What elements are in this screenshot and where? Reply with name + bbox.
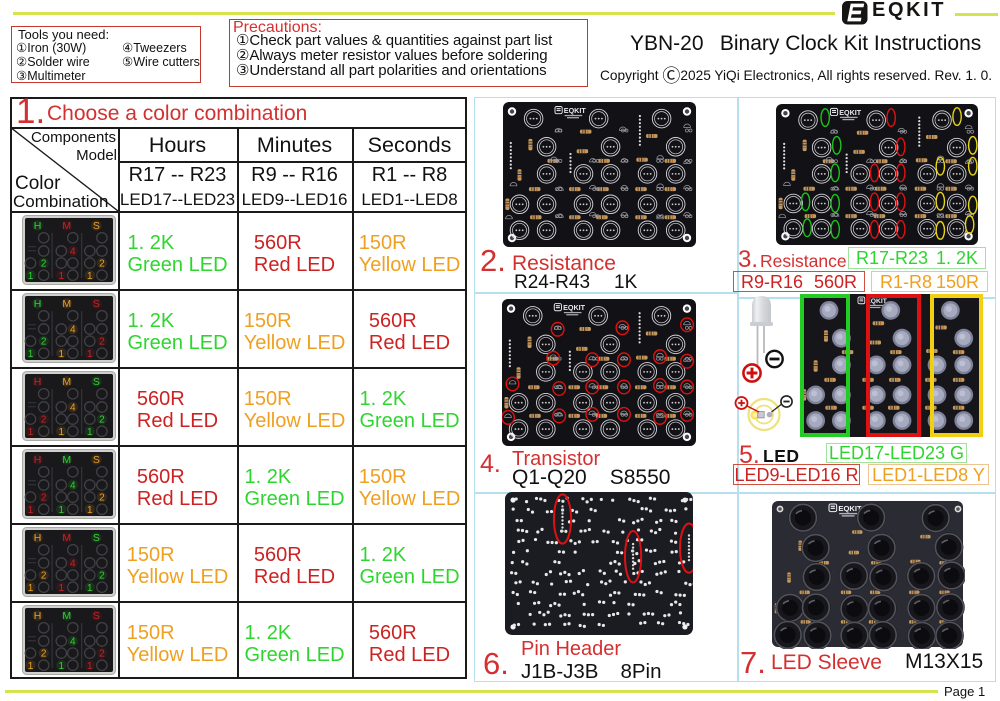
svg-text:M: M <box>62 610 71 622</box>
svg-text:4: 4 <box>70 403 76 414</box>
svg-text:1: 1 <box>28 271 34 282</box>
svg-text:M: M <box>62 454 71 466</box>
svg-text:2: 2 <box>99 649 105 660</box>
svg-text:1: 1 <box>59 661 65 672</box>
svg-text:H: H <box>34 610 42 622</box>
svg-text:EQKIT: EQKIT <box>838 504 862 513</box>
svg-text:S: S <box>93 220 100 232</box>
svg-text:1: 1 <box>59 349 65 360</box>
svg-text:4: 4 <box>70 481 76 492</box>
svg-text:4: 4 <box>70 637 76 648</box>
svg-text:1: 1 <box>59 271 65 282</box>
svg-text:M: M <box>62 532 71 544</box>
svg-text:H: H <box>34 532 42 544</box>
svg-text:S: S <box>93 532 100 544</box>
svg-text:H: H <box>34 454 42 466</box>
svg-text:M: M <box>62 220 71 232</box>
svg-text:2: 2 <box>99 415 105 426</box>
svg-text:1: 1 <box>59 583 65 594</box>
svg-text:1: 1 <box>87 505 93 516</box>
svg-text:1: 1 <box>28 427 34 438</box>
svg-text:2: 2 <box>41 259 47 270</box>
svg-text:2: 2 <box>99 259 105 270</box>
svg-text:4: 4 <box>70 559 76 570</box>
svg-text:H: H <box>34 376 42 388</box>
svg-text:1: 1 <box>59 505 65 516</box>
svg-text:M: M <box>62 376 71 388</box>
svg-text:2: 2 <box>41 337 47 348</box>
svg-text:EQKIT: EQKIT <box>839 108 862 117</box>
svg-text:2: 2 <box>99 571 105 582</box>
svg-text:2: 2 <box>41 649 47 660</box>
svg-text:1: 1 <box>87 427 93 438</box>
svg-text:1: 1 <box>28 583 34 594</box>
svg-text:2: 2 <box>99 493 105 504</box>
svg-text:EQKIT: EQKIT <box>563 303 586 312</box>
svg-text:2: 2 <box>41 493 47 504</box>
svg-text:1: 1 <box>87 271 93 282</box>
svg-text:1: 1 <box>28 505 34 516</box>
svg-text:H: H <box>34 298 42 310</box>
svg-text:1: 1 <box>28 349 34 360</box>
svg-text:2: 2 <box>99 337 105 348</box>
svg-text:2: 2 <box>41 571 47 582</box>
svg-text:EQKIT: EQKIT <box>564 106 587 115</box>
svg-text:4: 4 <box>70 325 76 336</box>
svg-text:1: 1 <box>28 661 34 672</box>
svg-text:1: 1 <box>87 349 93 360</box>
svg-text:S: S <box>93 376 100 388</box>
svg-text:4: 4 <box>70 247 76 258</box>
svg-text:1: 1 <box>87 583 93 594</box>
svg-text:H: H <box>34 220 42 232</box>
svg-text:S: S <box>93 610 100 622</box>
svg-text:S: S <box>93 298 100 310</box>
svg-text:S: S <box>93 454 100 466</box>
svg-text:1: 1 <box>59 427 65 438</box>
svg-text:M: M <box>62 298 71 310</box>
svg-text:EQKIT: EQKIT <box>866 298 888 305</box>
svg-text:2: 2 <box>41 415 47 426</box>
svg-text:1: 1 <box>87 661 93 672</box>
